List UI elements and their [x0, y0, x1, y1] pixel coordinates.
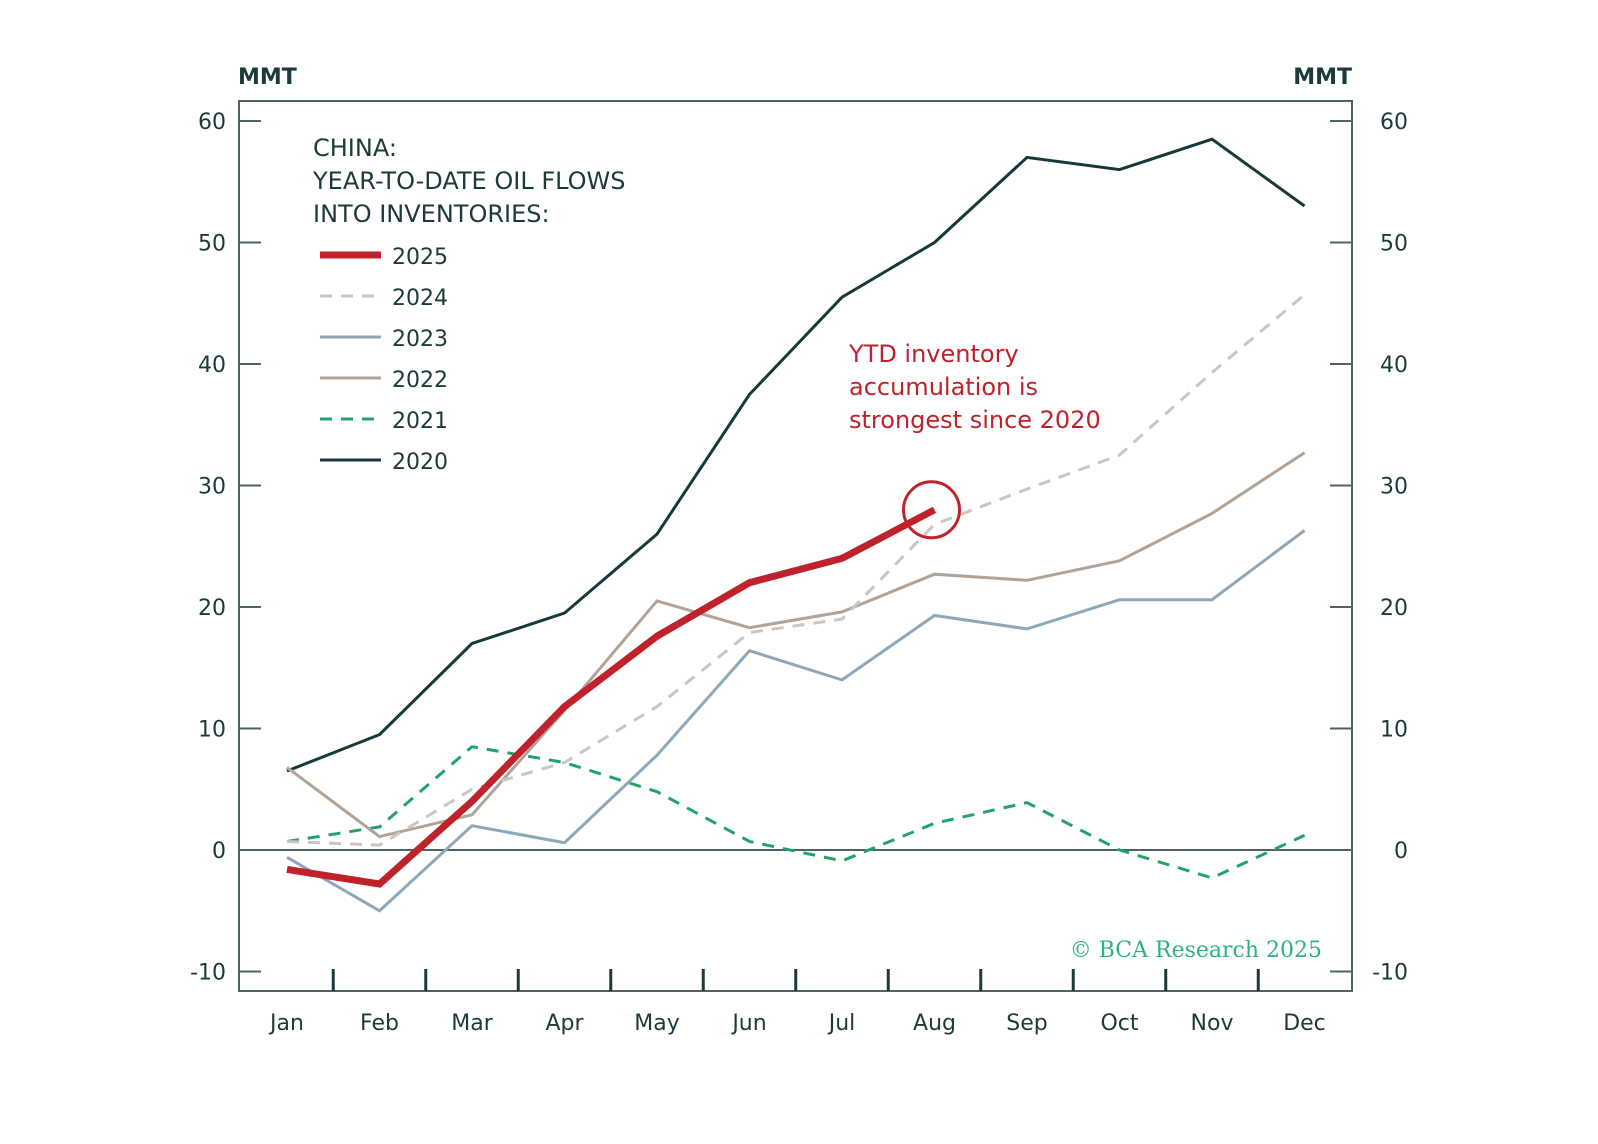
series-line-2020 [286, 137, 1306, 773]
series-lines [286, 137, 1306, 913]
credit-text: © BCA Research 2025 [1070, 938, 1322, 963]
y-tick-label-right: 10 [1380, 718, 1408, 743]
y-tick-label-right: 30 [1380, 475, 1408, 500]
title-line-1: CHINA: [313, 134, 397, 162]
annotation-line-3: strongest since 2020 [849, 406, 1101, 434]
series-line-2022 [286, 451, 1306, 839]
x-tick-label: Feb [360, 1011, 399, 1036]
legend-label-2021: 2021 [392, 409, 448, 434]
x-tick-label: Dec [1283, 1011, 1326, 1036]
y-tick-label-left: 40 [198, 353, 226, 378]
x-tick-label: Oct [1100, 1011, 1138, 1036]
y-tick-label-left: 20 [198, 596, 226, 621]
x-tick-label: Nov [1191, 1011, 1234, 1036]
y-tick-label-left: 10 [198, 718, 226, 743]
x-tick-label: Mar [451, 1011, 493, 1036]
x-tick-label: Sep [1006, 1011, 1047, 1036]
x-ticks: Jan Feb Mar Apr May Jun Jul Aug Sep Oct Nov Dec [268, 969, 1326, 1036]
x-tick-label: Jul [827, 1011, 856, 1036]
highlight-circle [902, 480, 961, 540]
title-line-2: YEAR-TO-DATE OIL FLOWS [312, 167, 626, 195]
y-tick-label-right: 40 [1380, 353, 1408, 378]
annotation: YTD inventory accumulation is strongest … [848, 340, 1101, 540]
y-tick-label-right: 60 [1380, 110, 1408, 135]
annotation-line-1: YTD inventory [848, 340, 1019, 368]
y-tick-label-left: 50 [198, 232, 226, 257]
x-tick-label: Jun [730, 1011, 766, 1036]
series-line-2025 [286, 506, 937, 888]
legend: 2025 2024 2023 2022 2021 2020 [320, 245, 448, 475]
y-tick-label-right: 20 [1380, 596, 1408, 621]
legend-label-2024: 2024 [392, 286, 448, 311]
legend-label-2022: 2022 [392, 368, 448, 393]
y-tick-label-right: -10 [1372, 961, 1408, 986]
x-tick-label: Jan [268, 1011, 304, 1036]
x-tick-label: Aug [913, 1011, 956, 1036]
series-line-2024 [286, 293, 1306, 847]
chart-title: CHINA: YEAR-TO-DATE OIL FLOWS INTO INVEN… [312, 134, 626, 228]
legend-label-2020: 2020 [392, 450, 448, 475]
x-tick-label: Apr [545, 1011, 584, 1036]
y-tick-label-left: 30 [198, 475, 226, 500]
annotation-line-2: accumulation is [849, 373, 1038, 401]
series-line-2023 [286, 529, 1306, 913]
y-tick-label-right: 0 [1394, 839, 1408, 864]
series-line-2021 [286, 745, 1306, 880]
y-tick-label-left: 0 [212, 839, 226, 864]
x-tick-label: May [634, 1011, 679, 1036]
y-axis-left-unit: MMT [238, 65, 297, 90]
title-line-3: INTO INVENTORIES: [313, 200, 550, 228]
legend-label-2025: 2025 [392, 245, 448, 270]
y-axis-right-unit: MMT [1293, 65, 1352, 90]
legend-label-2023: 2023 [392, 327, 448, 352]
y-tick-label-left: 60 [198, 110, 226, 135]
y-tick-label-right: 50 [1380, 232, 1408, 257]
y-tick-label-left: -10 [190, 961, 226, 986]
